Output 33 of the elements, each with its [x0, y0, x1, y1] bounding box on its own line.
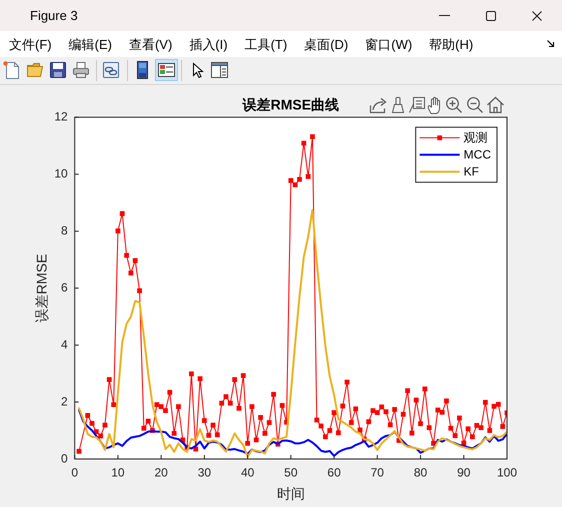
x-tick-label: 40 [240, 466, 255, 480]
text: 工具(T) [244, 36, 288, 54]
x-tick-label: 10 [111, 466, 125, 480]
text: 桌面(D) [304, 36, 348, 54]
chart-title: 误差RMSE曲线 [242, 96, 340, 112]
x-axis-title: 时间 [276, 485, 305, 502]
y-tick-label: 8 [61, 224, 68, 238]
x-tick-label: 60 [327, 466, 342, 480]
text: 插入(I) [189, 36, 228, 54]
x-tick-label: 70 [370, 466, 384, 480]
text: 文件(F) [9, 36, 52, 54]
text: 查看(V) [128, 36, 172, 54]
y-tick-label: 6 [61, 280, 68, 294]
y-tick-label: 4 [61, 337, 68, 352]
caption: Figure 3 [30, 8, 78, 23]
x-tick-label: 80 [414, 466, 428, 480]
text: 窗口(W) [365, 36, 412, 54]
y-tick-label: 2 [61, 394, 68, 408]
x-tick-label: 20 [154, 466, 168, 480]
legend-label: 观测 [464, 130, 488, 145]
x-tick-label: 100 [496, 466, 518, 480]
y-tick-label: 12 [54, 110, 68, 124]
text: 编辑(E) [68, 36, 112, 54]
y-tick-label: 10 [54, 166, 68, 181]
y-tick-label: 0 [61, 451, 68, 466]
x-tick-label: 90 [457, 466, 471, 480]
x-tick-label: 0 [71, 466, 78, 480]
legend-label: MCC [464, 148, 492, 162]
y-axis-title: 误差RMSE [33, 254, 50, 322]
x-tick-label: 50 [284, 466, 298, 480]
legend-label: KF [464, 164, 480, 179]
text: 帮助(H) [429, 36, 474, 54]
x-tick-label: 30 [198, 466, 212, 480]
